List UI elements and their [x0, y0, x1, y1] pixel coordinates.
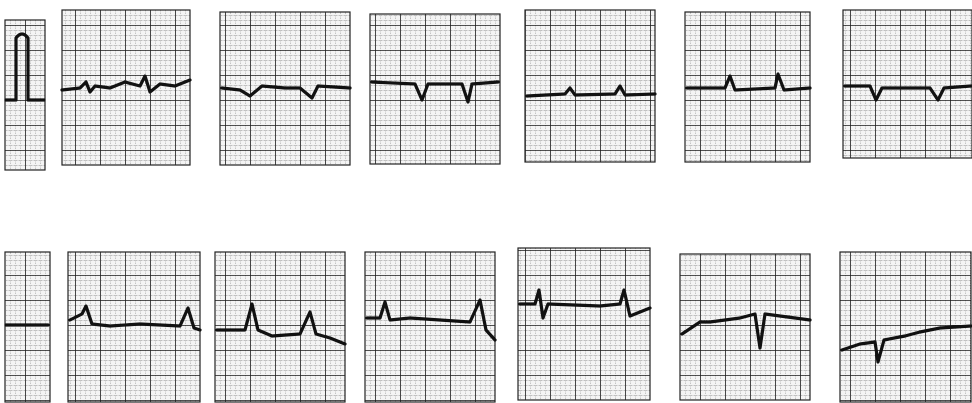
ecg-panel	[365, 252, 495, 402]
bottom-row	[5, 248, 971, 402]
top-row	[5, 10, 972, 170]
ecg-panel	[680, 254, 810, 400]
ecg-panel	[215, 252, 345, 402]
ecg-panel	[370, 14, 500, 164]
calibration-panel	[5, 20, 45, 170]
ecg-panel	[518, 248, 650, 400]
calibration-panel	[5, 252, 50, 402]
ecg-strips	[0, 0, 972, 403]
ecg-panel	[525, 10, 655, 162]
ecg-panel	[843, 10, 972, 158]
